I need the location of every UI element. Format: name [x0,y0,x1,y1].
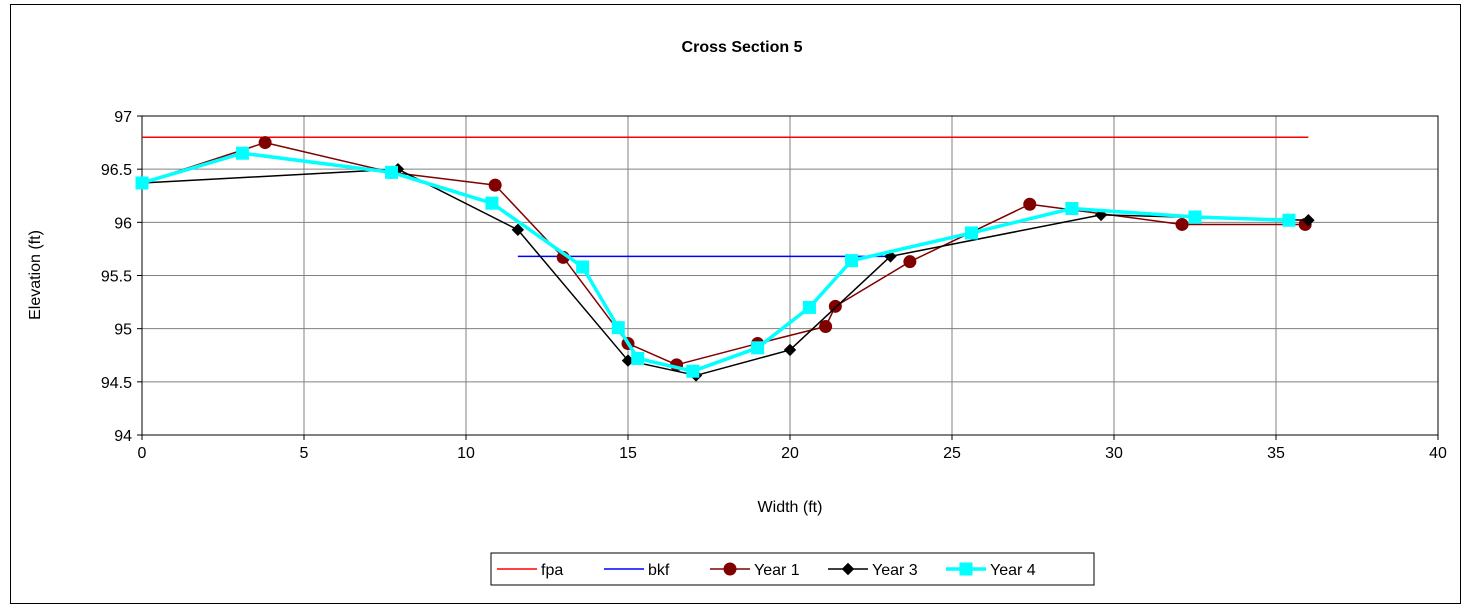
y-tick-label: 94 [114,428,132,445]
data-point-square [631,351,645,365]
series-year-4 [135,146,1296,378]
x-tick-label: 15 [619,445,637,462]
legend-label: Year 3 [872,562,918,579]
legend: fpa bkf Year 1 Year 3 Year 4 [490,552,1095,586]
y-axis-title: Elevation (ft) [27,230,44,320]
legend-label: Year 4 [990,562,1036,579]
y-tick-label: 96.5 [101,162,132,179]
data-point-diamond [511,223,525,236]
data-point-circle [723,562,737,576]
legend-box [490,552,1095,586]
data-point-square [1282,213,1296,227]
data-point-square [686,364,700,378]
legend-item: Year 1 [710,562,800,579]
x-tick-label: 40 [1429,445,1447,462]
data-point-square [611,321,625,335]
data-point-square [959,562,973,576]
chart-title: Cross Section 5 [682,39,803,56]
data-point-square [135,176,149,190]
legend-label: fpa [541,562,563,579]
x-tick-label: 20 [781,445,799,462]
data-point-square [1188,210,1202,224]
legend-item: fpa [497,562,563,579]
y-tick-label: 94.5 [101,375,132,392]
data-point-square [384,165,398,179]
x-tick-label: 30 [1105,445,1123,462]
data-point-square [485,196,499,210]
data-point-square [235,146,249,160]
data-point-circle [828,299,842,313]
legend-label: bkf [648,562,670,579]
gridlines [142,115,1439,435]
y-tick-label: 96 [114,215,132,232]
y-tick-label: 95.5 [101,269,132,286]
legend-item: bkf [604,562,670,579]
legend-label: Year 1 [754,562,800,579]
data-point-square [751,341,765,355]
legend-item: Year 4 [946,562,1036,579]
data-point-diamond [783,343,797,357]
series-layer [135,136,1315,382]
y-tick-label: 95 [114,322,132,339]
data-point-diamond [841,562,855,576]
x-tick-label: 0 [138,445,147,462]
data-point-square [964,226,978,240]
data-point-square [1065,202,1079,216]
x-tick-label: 25 [943,445,961,462]
data-point-square [576,260,590,274]
y-tick-label: 97 [114,109,132,126]
x-tick-label: 5 [300,445,309,462]
data-point-square [802,300,816,314]
data-point-circle [488,178,502,192]
data-point-circle [819,320,833,334]
data-point-circle [903,255,917,269]
data-point-diamond [1302,213,1315,227]
data-point-circle [1175,217,1189,231]
legend-item: Year 3 [828,562,918,579]
data-point-square [845,254,859,268]
x-axis-title: Width (ft) [758,499,823,516]
x-tick-label: 35 [1267,445,1285,462]
data-point-circle [258,136,272,150]
x-tick-label: 10 [457,445,475,462]
data-point-circle [1023,197,1037,211]
axes: 0 5 10 15 20 25 30 35 40 94 94.5 95 95.5 96 96.5 97 [101,109,1447,462]
